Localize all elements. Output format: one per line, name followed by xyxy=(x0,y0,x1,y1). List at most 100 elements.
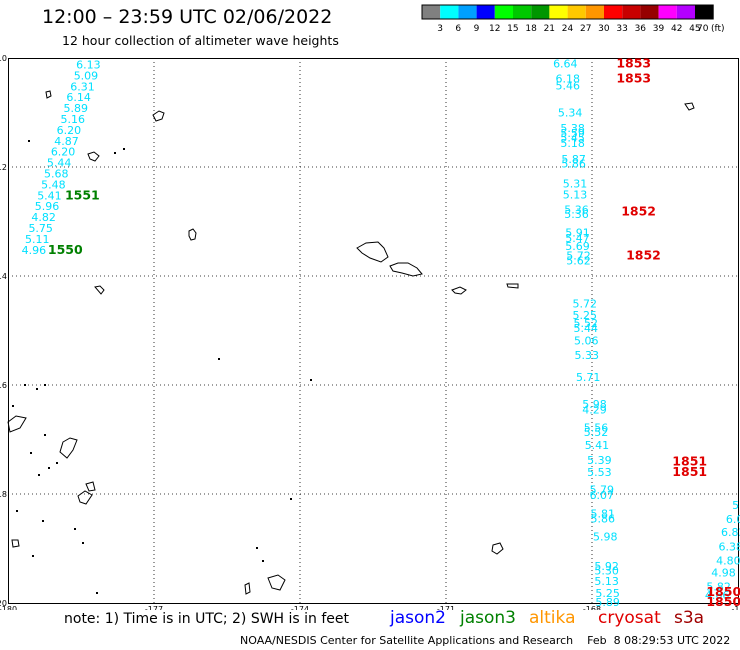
colorbar-swatch xyxy=(549,5,568,19)
swh-value: 5.13 xyxy=(563,188,588,201)
colorbar-label: 21 xyxy=(544,24,555,34)
island-samoa-tutuila xyxy=(389,262,423,277)
swh-value: 5.89 xyxy=(63,102,87,115)
islet-dot xyxy=(38,474,40,476)
swh-value: 5.06 xyxy=(574,334,599,347)
swh-value: 5.47 xyxy=(565,232,590,245)
island-mid-2 xyxy=(451,286,467,295)
page-subtitle: 12 hour collection of altimeter wave hei… xyxy=(62,33,339,48)
colorbar-swatch xyxy=(440,5,459,19)
island-north-1 xyxy=(45,90,52,99)
swh-value: 5.56 xyxy=(584,422,609,435)
colorbar-label: 39 xyxy=(653,24,665,34)
lon-tick-label: -16 xyxy=(731,605,740,610)
axis-labels: -180 -177 -174 -171 -168 -16 -10 -12 -14 -16 -18 -2… xyxy=(0,54,740,610)
colorbar-label: 27 xyxy=(580,24,591,34)
islet-dot xyxy=(82,542,84,544)
swh-value: 5.18 xyxy=(560,137,585,150)
swh-value: 5.86 xyxy=(561,158,586,171)
colorbar-frame xyxy=(421,4,714,20)
swh-value: 4.98 xyxy=(711,566,736,579)
colorbar-swatch xyxy=(458,5,477,19)
lon-tick-label: -168 xyxy=(583,605,601,610)
colorbar-swatch xyxy=(531,5,550,19)
colorbar-label: 9 xyxy=(474,24,480,34)
colorbar-label: 12 xyxy=(489,24,500,34)
swh-value: 6.14 xyxy=(66,91,91,104)
islet-dot xyxy=(256,547,258,549)
mission-cryosat: cryosat xyxy=(598,608,661,628)
swh-value: 5.25 xyxy=(573,309,598,322)
islet-dot xyxy=(16,510,18,512)
swh-value: 5.52 xyxy=(584,426,609,439)
swh-value: 5.79 xyxy=(590,484,615,497)
legend-note: note: 1) Time is in UTC; 2) SWH is in fe… xyxy=(64,611,350,627)
swh-value: 5.44 xyxy=(47,157,72,170)
colorbar-unit: (ft) xyxy=(711,24,725,34)
colorbar-label: 30 xyxy=(598,24,610,34)
swh-value: 4.87 xyxy=(54,135,79,148)
pass-time-label: 1551 xyxy=(65,187,100,202)
swh-value: 5.53 xyxy=(587,466,612,479)
colorbar-swatch xyxy=(476,5,495,19)
island-north-2 xyxy=(87,151,100,162)
islet-dot xyxy=(28,140,30,142)
swh-value: 5.69 xyxy=(565,240,590,253)
island-south-7 xyxy=(244,582,251,595)
swh-value: 4.96 xyxy=(22,244,47,257)
island-south-2 xyxy=(7,415,27,433)
swh-value: 6.07 xyxy=(590,489,615,502)
lat-tick-label: -12 xyxy=(0,163,7,172)
swh-value: 5.96 xyxy=(35,200,60,213)
islet-dot xyxy=(44,434,46,436)
island-mid-1 xyxy=(94,285,105,295)
swh-value: 5.87 xyxy=(561,153,586,166)
swh-value: 5.38 xyxy=(560,122,585,135)
island-tokelau xyxy=(684,102,695,111)
island-south-1 xyxy=(59,437,78,459)
swh-value: 5.91 xyxy=(565,226,590,239)
colorbar-label: 15 xyxy=(507,24,518,34)
swh-value: 5.44 xyxy=(574,322,599,335)
pass-time-label: 1853 xyxy=(616,55,651,70)
lat-tick-label: -18 xyxy=(0,490,7,499)
swh-value: 5.36 xyxy=(564,208,589,221)
swh-value: 5.41 xyxy=(37,189,62,202)
colorbar-swatch xyxy=(494,5,513,19)
swh-value: 4.66 xyxy=(705,589,730,602)
swh-value: 5.3 xyxy=(732,499,740,512)
swh-value: 5.52 xyxy=(574,317,599,330)
swh-value: 5.25 xyxy=(595,587,620,600)
swh-value: 5.92 xyxy=(594,560,619,573)
lat-tick-label: -20 xyxy=(0,599,7,608)
swh-value: 6.18 xyxy=(556,73,581,86)
swh-value: 6.38 xyxy=(719,540,740,553)
colorbar-label: 33 xyxy=(616,24,627,34)
lat-lon-grid xyxy=(8,58,738,603)
island-south-6 xyxy=(85,481,96,492)
swh-value: 4.80 xyxy=(716,554,740,567)
colorbar-label: 42 xyxy=(671,24,682,34)
swh-value: 6.31 xyxy=(70,80,95,93)
swh-value: 5.48 xyxy=(41,178,66,191)
wave-height-map: -180 -177 -174 -171 -168 -16 -10 -12 -14 -16 -18 -2… xyxy=(0,54,740,610)
swh-value: 5.31 xyxy=(563,177,588,190)
swh-value: 5.33 xyxy=(574,349,599,362)
swh-value: 5.98 xyxy=(582,398,607,411)
islet-dot xyxy=(114,152,116,154)
swh-value: 5.59 xyxy=(560,127,585,140)
colorbar-swatch xyxy=(585,5,604,19)
islet-dot xyxy=(123,148,125,150)
colorbar-swatch xyxy=(695,5,714,19)
swh-value: 5.89 xyxy=(595,596,620,609)
pass-time-label: 1852 xyxy=(626,247,661,262)
island-swains xyxy=(188,228,197,241)
lon-tick-label: -174 xyxy=(291,605,309,610)
swh-value: 5.68 xyxy=(44,168,69,181)
island-south-4 xyxy=(267,574,286,591)
lon-tick-label: -177 xyxy=(145,605,163,610)
swh-value: 6.20 xyxy=(57,124,82,137)
land-layer xyxy=(7,90,695,595)
swh-value: 6.20 xyxy=(51,146,76,159)
